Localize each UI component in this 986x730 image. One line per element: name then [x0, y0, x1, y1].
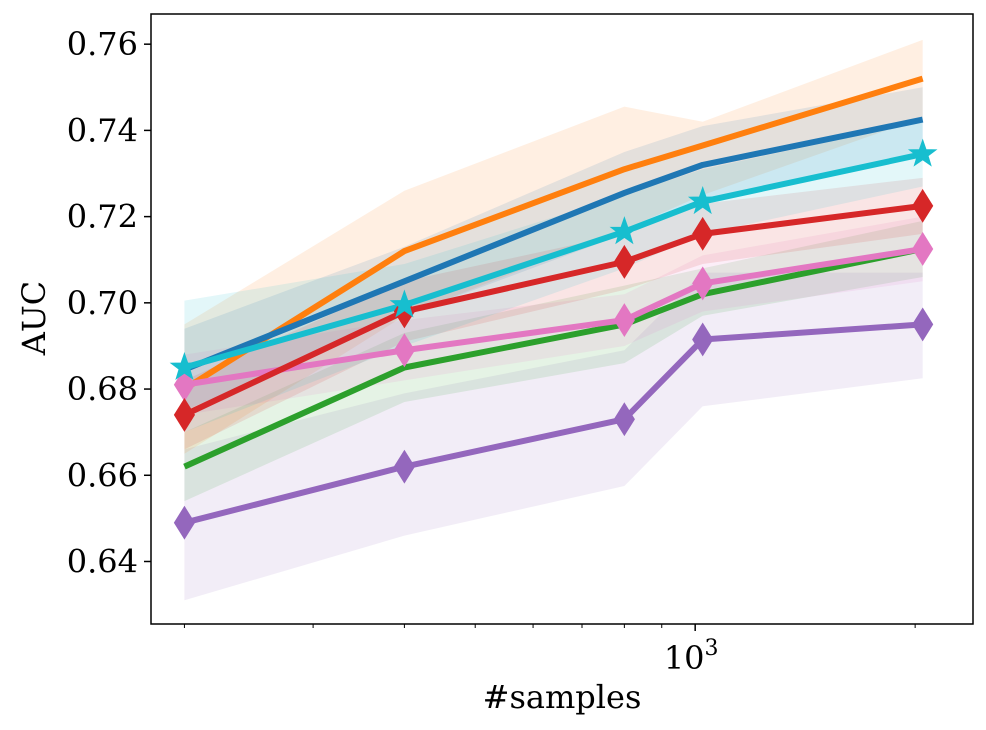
y-tick-label: 0.74 [67, 111, 138, 149]
y-tick-label: 0.64 [67, 542, 138, 580]
marker-cyan [389, 289, 420, 318]
line-orange [182, 75, 924, 392]
marker-pink [692, 266, 714, 301]
marker-pink [912, 232, 934, 266]
marker-pink [393, 333, 415, 368]
marker-purple [613, 402, 635, 437]
marker-red [692, 216, 714, 251]
band-green [184, 220, 923, 502]
marker-cyan [169, 351, 200, 381]
marker-purple [912, 307, 934, 342]
x-tick-label: 103 [664, 636, 719, 677]
y-axis-label: AUC [15, 281, 53, 357]
line-blue [183, 116, 924, 373]
marker-cyan [687, 185, 718, 215]
y-tick-label: 0.76 [67, 25, 138, 63]
band-orange [184, 39, 923, 454]
y-tick-label: 0.66 [67, 456, 138, 494]
axes: 0.64 0.66 0.68 0.70 0.72 0.74 0.76 103 [67, 13, 974, 677]
band-pink [184, 216, 923, 415]
plot-frame [150, 13, 974, 625]
marker-cyan [907, 138, 938, 167]
marker-purple [692, 322, 714, 357]
marker-red [912, 188, 934, 223]
marker-purple [173, 505, 196, 540]
y-tick-label: 0.70 [67, 284, 138, 322]
x-axis-label: #samples [483, 678, 642, 716]
band-red [184, 177, 923, 450]
marker-pink [613, 303, 635, 338]
series-markers [169, 138, 938, 540]
marker-red [613, 244, 635, 279]
marker-red [173, 397, 196, 432]
marker-cyan [609, 216, 640, 245]
y-tick-label: 0.72 [67, 198, 138, 236]
marker-purple [393, 449, 415, 484]
y-tick-label: 0.68 [67, 370, 138, 408]
